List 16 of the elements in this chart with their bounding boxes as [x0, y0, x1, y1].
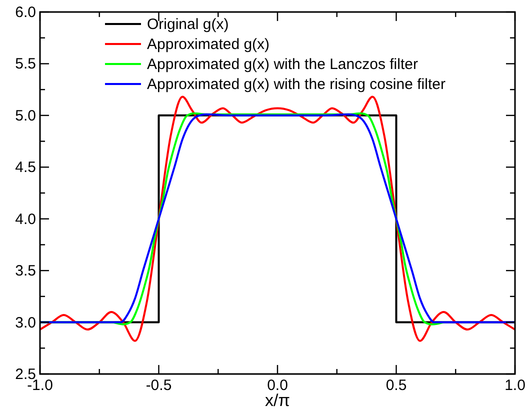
x-tick-label: 1.0: [504, 377, 526, 394]
legend-label: Approximated g(x) with the rising cosine filter: [147, 76, 446, 93]
legend-label: Approximated g(x) with the Lanczos filter: [147, 56, 418, 73]
y-tick-label: 3.0: [15, 314, 36, 332]
legend-label: Original g(x): [147, 16, 229, 33]
y-tick-label: 4.5: [15, 159, 36, 176]
y-tick-label: 3.5: [15, 262, 36, 280]
x-tick-label: 0.0: [267, 377, 288, 394]
y-tick-label: 6.0: [15, 4, 36, 21]
x-tick-label: 0.5: [386, 377, 407, 394]
x-axis-title: x/π: [265, 391, 290, 409]
x-tick-label: -0.5: [146, 377, 172, 394]
legend-label: Approximated g(x): [147, 36, 270, 53]
y-tick-label: 5.5: [15, 56, 36, 73]
y-tick-label: 4.0: [15, 210, 36, 228]
y-tick-label: 5.0: [15, 107, 36, 124]
